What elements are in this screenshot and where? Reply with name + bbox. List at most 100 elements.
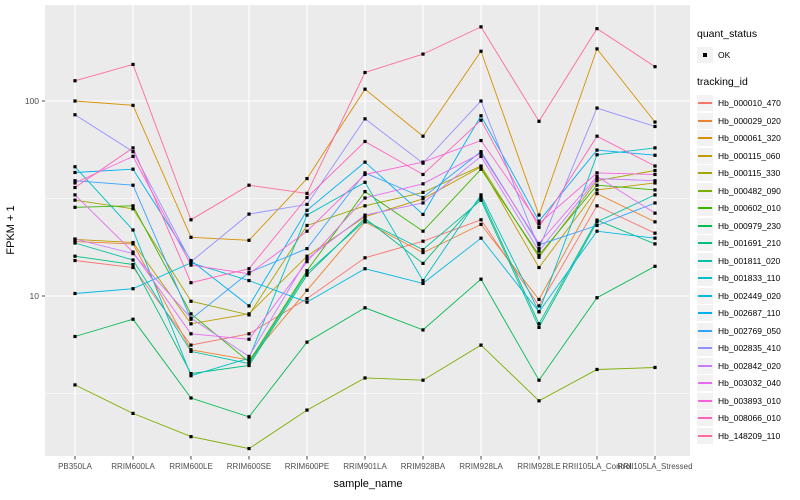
data-point xyxy=(479,164,483,168)
data-point xyxy=(73,185,77,190)
data-point xyxy=(421,278,425,283)
legend-key-box xyxy=(697,357,713,374)
data-point xyxy=(595,174,599,179)
legend-key-box xyxy=(697,392,713,409)
data-point xyxy=(189,374,193,378)
data-point xyxy=(421,190,425,194)
data-point xyxy=(653,65,657,69)
data-point xyxy=(537,310,541,314)
series-color-line-icon xyxy=(698,277,712,279)
data-point xyxy=(189,316,193,320)
y-tick-label: 100 xyxy=(25,96,39,106)
series-color-line-icon xyxy=(698,294,712,297)
data-point xyxy=(73,205,77,209)
data-point xyxy=(305,300,309,304)
legend-item: Hb_003032_040 xyxy=(697,375,797,391)
data-point xyxy=(595,153,599,157)
legend-key-box xyxy=(697,305,713,321)
legend-keys-tracking-id: Hb_000010_470 Hb_000029_020 Hb_000061_320 H… xyxy=(697,95,797,444)
data-point xyxy=(653,231,657,235)
plot-panel: 10 100 PB350LA RRIM600LA RRIM600LE RRIM600SE R… xyxy=(25,5,693,471)
data-point xyxy=(479,198,483,202)
data-point xyxy=(479,154,483,158)
legend-key-label: OK xyxy=(718,50,731,60)
data-point xyxy=(305,223,309,228)
legend-key-box xyxy=(697,147,713,164)
legend-section-quant-status: quant_status OK xyxy=(697,28,797,63)
data-point xyxy=(595,204,599,208)
data-point xyxy=(189,343,193,347)
data-point xyxy=(595,47,599,51)
data-point xyxy=(189,263,193,267)
data-point xyxy=(653,120,657,124)
legend-key-label: Hb_000602_010 xyxy=(718,203,781,213)
data-point xyxy=(537,255,541,259)
data-point xyxy=(305,257,309,261)
data-point xyxy=(305,270,309,275)
legend-key-label: Hb_000115_330 xyxy=(718,168,781,178)
data-point xyxy=(421,195,425,200)
series-color-line-icon xyxy=(698,172,712,174)
legend-key-box xyxy=(697,182,713,199)
x-tick-label: RRIM600LE xyxy=(169,462,213,471)
legend-key-label: Hb_000061_320 xyxy=(718,133,781,143)
data-point xyxy=(479,49,483,53)
data-point xyxy=(479,277,483,281)
data-point xyxy=(189,322,193,326)
data-point xyxy=(363,139,367,144)
data-point xyxy=(131,204,135,208)
data-point xyxy=(131,265,135,270)
data-point xyxy=(247,358,251,362)
data-point xyxy=(305,254,309,258)
data-point xyxy=(537,241,541,246)
data-point xyxy=(595,134,599,138)
data-point xyxy=(421,52,425,56)
data-point xyxy=(73,383,77,387)
legend-key-box xyxy=(697,322,713,339)
data-point xyxy=(421,261,425,265)
data-point xyxy=(247,446,251,451)
data-point xyxy=(653,220,657,224)
data-point xyxy=(595,171,599,175)
data-point xyxy=(247,337,251,341)
series-color-line-icon xyxy=(698,119,712,122)
data-point xyxy=(247,356,251,360)
data-point xyxy=(131,317,135,321)
legend-key-label: Hb_003032_040 xyxy=(718,378,781,388)
legend-item: Hb_002842_020 xyxy=(697,357,797,374)
data-point xyxy=(653,211,657,215)
ok-point-icon xyxy=(703,53,707,57)
panel-background xyxy=(45,5,690,456)
legend-key-label: Hb_002835_410 xyxy=(718,343,781,353)
data-point xyxy=(305,202,309,206)
data-point xyxy=(537,225,541,229)
data-point xyxy=(421,378,425,382)
legend-item: Hb_000482_090 xyxy=(697,182,797,199)
legend-key-box xyxy=(697,270,713,286)
series-color-line-icon xyxy=(698,364,712,367)
data-point xyxy=(479,118,483,122)
data-point xyxy=(537,249,541,253)
data-point xyxy=(131,154,135,158)
data-point xyxy=(247,183,251,187)
data-point xyxy=(189,260,193,264)
legend-section-tracking-id: tracking_id Hb_000010_470 Hb_000029_020 Hb… xyxy=(697,76,797,444)
data-point xyxy=(479,218,483,222)
data-point xyxy=(305,247,309,251)
legend-key-label: Hb_000010_470 xyxy=(718,98,781,108)
data-point xyxy=(595,148,599,152)
data-point xyxy=(73,113,77,117)
legend-item: Hb_008066_010 xyxy=(697,410,797,426)
data-point xyxy=(131,183,135,187)
y-tick-label: 10 xyxy=(30,291,40,301)
legend-key-label: Hb_148209_110 xyxy=(718,430,781,441)
legend-key-label: Hb_003893_010 xyxy=(718,395,781,406)
data-point xyxy=(479,193,483,197)
data-point xyxy=(131,167,135,171)
data-point xyxy=(189,371,193,376)
data-point xyxy=(73,165,77,169)
data-point xyxy=(479,151,483,155)
data-point xyxy=(189,281,193,285)
data-point xyxy=(595,179,599,183)
